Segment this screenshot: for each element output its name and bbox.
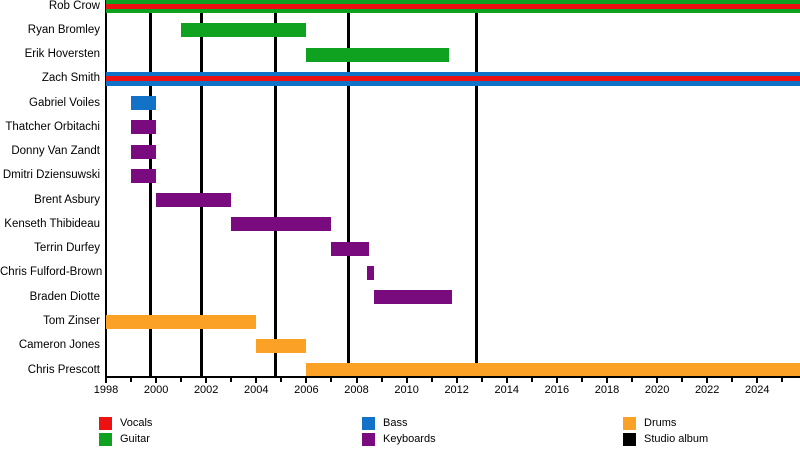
x-axis-major-tick [455, 378, 458, 383]
legend-label: Studio album [644, 433, 709, 445]
legend-swatch-bass [362, 417, 375, 430]
x-axis-tick-label: 2014 [494, 384, 520, 396]
legend-swatch-drums [623, 417, 636, 430]
member-name-label: Tom Zinser [43, 315, 100, 327]
member-name-label: Cameron Jones [18, 339, 100, 352]
member-role-bar [306, 47, 450, 62]
x-axis-major-tick [255, 378, 258, 383]
y-axis-line [105, 0, 107, 379]
secondary-role-stripe [106, 3, 800, 9]
x-axis-major-tick [205, 378, 208, 383]
legend-label: Keyboards [383, 433, 436, 445]
member-name-label: Kenseth Thibideau [4, 217, 100, 230]
member-role-bar [374, 290, 452, 305]
x-axis-tick-label: 2012 [444, 384, 469, 396]
x-axis-tick-label: 2002 [193, 384, 219, 396]
legend-swatch-keyboards [362, 433, 375, 446]
member-name-label: Erik Hoversten [24, 48, 100, 61]
x-axis-minor-tick [480, 378, 483, 382]
x-axis-tick-label: 2004 [244, 384, 269, 396]
x-axis-minor-tick [580, 378, 583, 382]
legend-swatch-studio-album [623, 433, 636, 446]
legend-label: Guitar [120, 433, 150, 445]
x-axis-major-tick [305, 378, 308, 383]
x-axis-tick-label: 2022 [694, 384, 720, 396]
member-name-label: Gabriel Voiles [29, 96, 100, 109]
member-role-bar [106, 71, 800, 86]
x-axis-major-tick [706, 378, 709, 383]
x-axis-minor-tick [731, 378, 734, 382]
member-name-label: Brent Asbury [34, 193, 100, 206]
x-axis-major-tick [756, 378, 759, 383]
studio-album-line [273, 0, 277, 376]
member-role-bar [131, 96, 157, 111]
x-axis-major-tick [355, 378, 358, 383]
x-axis-minor-tick [681, 378, 684, 382]
member-name-label: Donny Van Zandt [11, 145, 100, 158]
x-axis-tick-label: 2024 [745, 384, 770, 396]
x-axis-major-tick [405, 378, 408, 383]
x-axis-minor-tick [530, 378, 533, 382]
studio-album-line [199, 0, 203, 376]
member-role-bar [156, 193, 232, 208]
member-role-bar [131, 168, 157, 183]
member-role-bar [231, 217, 332, 232]
member-role-bar [366, 265, 375, 280]
member-name-label: Ryan Bromley [27, 23, 100, 36]
studio-album-line [149, 0, 153, 376]
x-axis-tick-label: 1998 [93, 384, 119, 396]
x-axis-minor-tick [180, 378, 183, 382]
member-role-bar [131, 120, 157, 135]
x-axis-line [105, 376, 800, 378]
studio-album-line [475, 0, 479, 376]
x-axis-major-tick [606, 378, 608, 383]
x-axis-tick-label: 2020 [644, 384, 670, 396]
x-axis-minor-tick [430, 378, 433, 382]
member-role-bar [256, 338, 307, 353]
x-axis-major-tick [555, 378, 558, 383]
legend-swatch-vocals [99, 417, 112, 430]
x-axis-minor-tick [230, 378, 233, 382]
x-axis-tick-label: 2010 [394, 384, 419, 396]
member-name-label: Thatcher Orbitachi [5, 120, 100, 133]
studio-album-line [347, 0, 351, 376]
x-axis-tick-label: 2018 [594, 384, 620, 396]
x-axis-minor-tick [631, 378, 634, 382]
member-role-bar [106, 0, 800, 13]
member-name-label: Dmitri Dziensuwski [2, 169, 100, 182]
legend-swatch-guitar [99, 433, 112, 446]
x-axis-minor-tick [130, 378, 133, 382]
legend-label: Vocals [120, 417, 153, 429]
x-axis-minor-tick [781, 378, 784, 382]
member-name-label: Braden Diotte [29, 290, 100, 303]
member-role-bar [106, 314, 257, 329]
x-axis-major-tick [505, 378, 508, 383]
x-axis-tick-label: 2000 [143, 384, 169, 396]
x-axis-minor-tick [380, 378, 383, 382]
x-axis-tick-label: 2016 [544, 384, 570, 396]
member-name-label: Zach Smith [41, 72, 100, 85]
x-axis-tick-label: 2008 [344, 384, 369, 396]
x-axis-minor-tick [330, 378, 333, 382]
x-axis-tick-label: 2006 [294, 384, 319, 396]
member-role-bar [306, 363, 800, 378]
x-axis-major-tick [105, 378, 107, 383]
x-axis-major-tick [155, 378, 158, 383]
secondary-role-stripe [106, 76, 800, 82]
member-role-bar [131, 144, 157, 159]
member-name-label: Chris Prescott [27, 363, 100, 376]
member-name-label: Chris Fulford-Brown [0, 266, 103, 279]
x-axis-minor-tick [280, 378, 283, 382]
member-role-bar [331, 241, 369, 256]
member-name-label: Terrin Durfey [34, 242, 100, 255]
legend-label: Bass [383, 417, 408, 429]
legend-label: Drums [644, 417, 677, 429]
member-role-bar [181, 23, 307, 38]
member-name-label: Rob Crow [48, 0, 100, 12]
x-axis-major-tick [656, 378, 659, 383]
